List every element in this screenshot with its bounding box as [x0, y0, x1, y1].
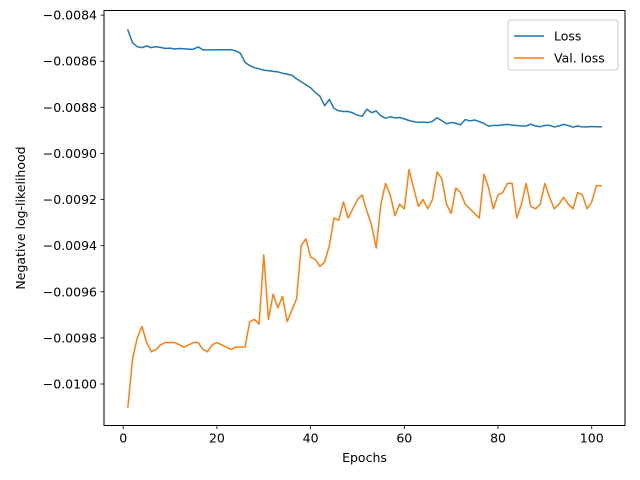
- series-line-val-loss: [127, 168, 602, 408]
- y-axis-label: Negative log-likelihood: [13, 146, 28, 289]
- y-tick-label: −0.0090: [43, 146, 97, 161]
- x-tick-label: 60: [396, 431, 412, 446]
- y-tick-label: −0.0092: [43, 192, 97, 207]
- x-axis-label: Epochs: [342, 450, 387, 465]
- x-tick-label: 20: [209, 431, 225, 446]
- y-tick-label: −0.0096: [43, 284, 97, 299]
- x-tick-label: 100: [580, 431, 604, 446]
- y-tick-label: −0.0094: [43, 238, 97, 253]
- y-tick-label: −0.0088: [43, 100, 97, 115]
- y-tick-label: −0.0086: [43, 54, 97, 69]
- y-tick-label: −0.0084: [43, 8, 97, 23]
- legend: Loss Val. loss: [507, 19, 619, 71]
- y-tick-label: −0.0098: [43, 330, 97, 345]
- series-line-loss: [126, 29, 602, 128]
- x-axis-ticks: 0 20 40 60 80 100: [119, 425, 604, 446]
- y-axis-ticks: −0.0084 −0.0086 −0.0088 −0.0090 −0.0092 −0.00…: [43, 8, 104, 392]
- legend-label-val-loss: Val. loss: [554, 51, 605, 66]
- legend-label-loss: Loss: [554, 29, 581, 44]
- series-layer: [126, 29, 602, 408]
- x-tick-label: 0: [119, 431, 127, 446]
- x-tick-label: 40: [303, 431, 319, 446]
- y-tick-label: −0.0100: [43, 377, 97, 392]
- axes-frame: [103, 10, 626, 426]
- x-tick-label: 80: [490, 431, 506, 446]
